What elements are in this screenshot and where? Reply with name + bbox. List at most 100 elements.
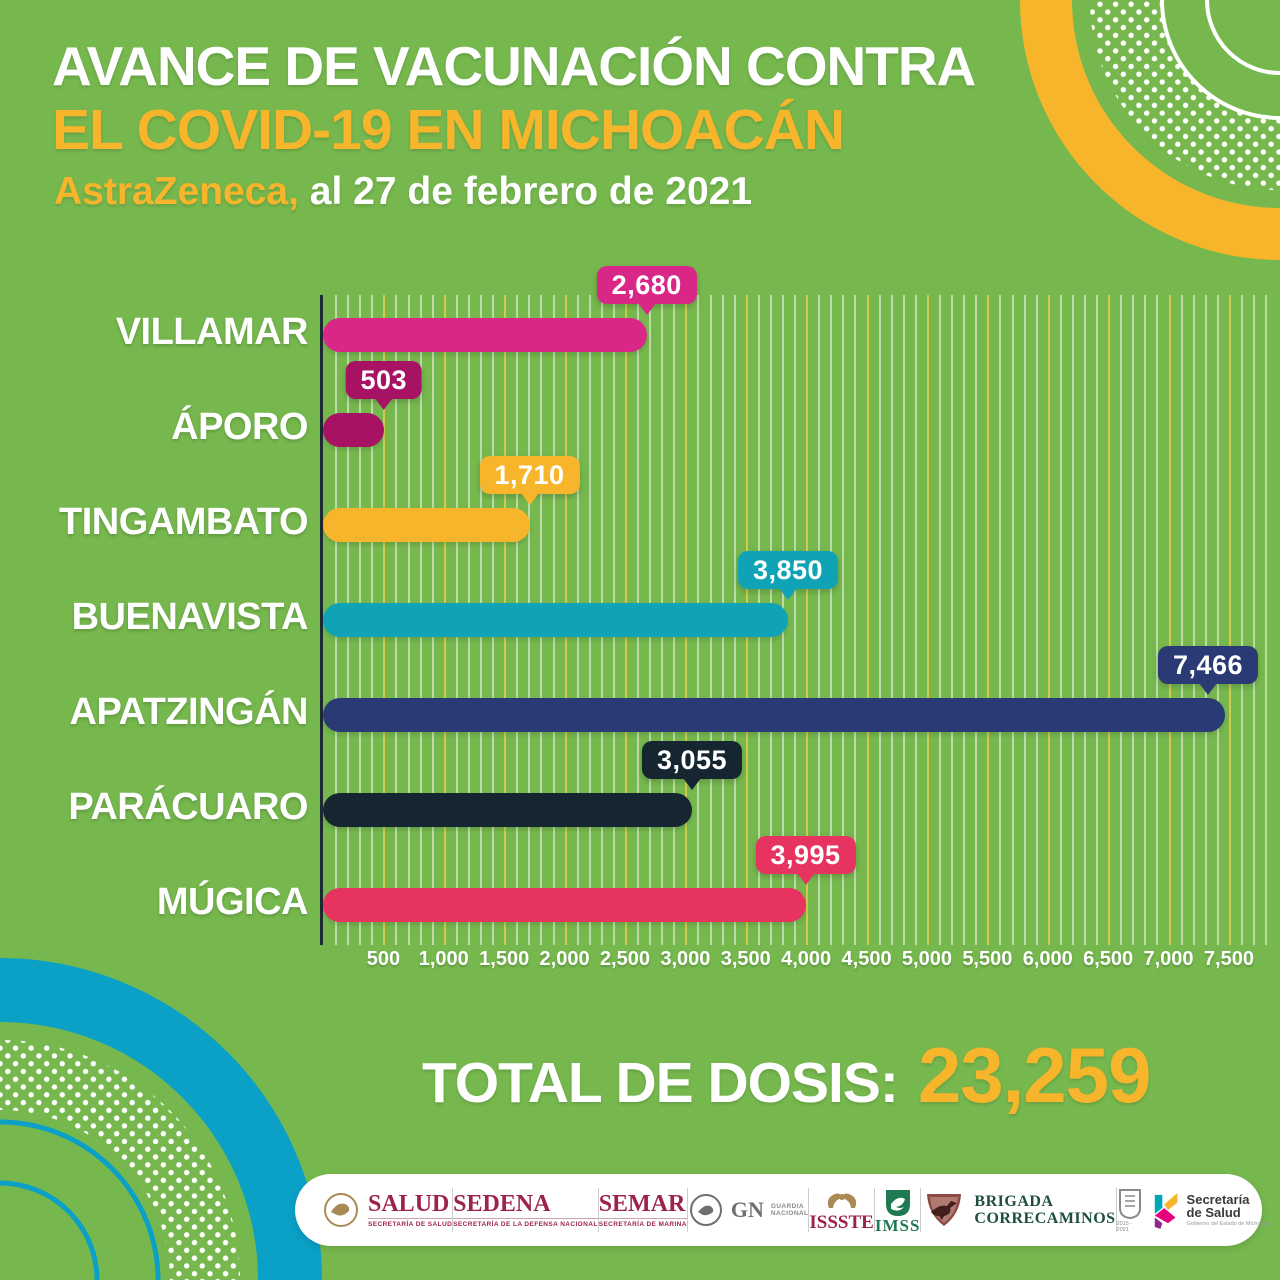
gridline-minor (1265, 295, 1268, 945)
gridline-major (1168, 295, 1171, 945)
value-bubble-múgica: 3,995 (755, 836, 856, 885)
thin-circle-icon (0, 1180, 100, 1280)
gridline-minor (854, 295, 857, 945)
institution-logos-bar: SALUD SECRETARÍA DE SALUD SEDENA SECRETA… (295, 1174, 1272, 1246)
gridline-minor (890, 295, 893, 945)
thin-circle-icon (1205, 0, 1280, 75)
dotted-ring-icon (0, 1040, 240, 1280)
brigada-wordmark-line1: BRIGADA (974, 1193, 1054, 1210)
logo-salud: SALUD SECRETARÍA DE SALUD (321, 1190, 453, 1230)
logo-separator (597, 1188, 599, 1232)
ssm-subtitle: Gobierno del Estado de Michoacán (1186, 1221, 1273, 1227)
brigada-wordmark-line2: CORRECAMINOS (974, 1210, 1116, 1227)
gridline-minor (1096, 295, 1099, 945)
corner-arcs-decoration-bottom-left (0, 958, 322, 1280)
category-label-buenavista: BUENAVISTA (71, 596, 309, 638)
gridline-minor (999, 295, 1002, 945)
gridline-minor (975, 295, 978, 945)
gridline-minor (1156, 295, 1159, 945)
bubble-tail-icon (637, 303, 656, 315)
semar-wordmark: SEMAR (598, 1191, 686, 1217)
gridline-minor (914, 295, 917, 945)
bubble-tail-icon (683, 778, 702, 790)
ssm-wordmark-line2: de Salud (1186, 1205, 1241, 1220)
bubble-tail-icon (779, 588, 798, 600)
salud-wordmark: SALUD (368, 1191, 450, 1217)
x-tick-5500: 5,500 (962, 948, 1013, 970)
bubble-tail-icon (520, 493, 539, 505)
category-label-parácuaro: PARÁCUARO (68, 786, 308, 828)
gridline-minor (963, 295, 966, 945)
bubble-tail-icon (796, 873, 815, 885)
gridline-major (926, 295, 929, 945)
gridline-minor (951, 295, 954, 945)
bubble-tail-icon (1198, 683, 1217, 695)
gridline-minor (1023, 295, 1026, 945)
logo-separator (452, 1188, 454, 1232)
x-tick-2000: 2,000 (539, 948, 590, 970)
value-bubble-parácuaro: 3,055 (641, 741, 743, 790)
gridline-minor (1180, 295, 1183, 945)
category-label-áporo: ÁPORO (171, 406, 308, 448)
gn-subtitle-line1: GUARDIA (770, 1203, 805, 1210)
ssm-years: 2015 - 2021 (1116, 1220, 1133, 1233)
gridline-minor (1120, 295, 1123, 945)
category-label-villamar: VILLAMAR (115, 311, 309, 353)
y-axis-line (320, 295, 323, 945)
gridline-minor (794, 295, 797, 945)
logo-sedena: SEDENA SECRETARÍA DE LA DEFENSA NACIONAL (453, 1192, 598, 1228)
gridline-minor (1192, 295, 1195, 945)
bar-parácuaro (323, 793, 692, 827)
gridline-major (1228, 295, 1231, 945)
category-label-tingambato: TINGAMBATO (58, 501, 309, 543)
logo-separator (920, 1188, 922, 1232)
salud-eagle-crest-icon (324, 1193, 358, 1227)
gridline-minor (939, 295, 942, 945)
gridline-minor (1216, 295, 1219, 945)
michoacan-crest-icon (1119, 1188, 1142, 1219)
gridline-minor (1204, 295, 1207, 945)
total-doses-label: TOTAL DE DOSIS: (422, 1051, 899, 1115)
logo-secretaria-salud-michoacan: 2015 - 2021 Secretaría de Salud Gobierno… (1116, 1188, 1273, 1233)
ssm-wordmark-line1: Secretaría (1186, 1192, 1250, 1207)
subtitle-brand: AstraZeneca, (54, 170, 299, 213)
gridline-minor (818, 295, 821, 945)
x-tick-4000: 4,000 (781, 948, 832, 970)
gridline-minor (1071, 295, 1074, 945)
page-title-line2: EL COVID-19 EN MICHOACÁN (52, 98, 845, 162)
logo-brigada-correcaminos: BRIGADA CORRECAMINOS (921, 1190, 1115, 1230)
logo-separator (873, 1188, 875, 1232)
category-label-múgica: MÚGICA (156, 881, 309, 923)
imss-wordmark: IMSS (874, 1215, 921, 1235)
total-doses: TOTAL DE DOSIS: 23,259 (422, 1030, 1151, 1121)
value-bubble-tingambato: 1,710 (479, 456, 580, 505)
gridline-minor (1011, 295, 1014, 945)
x-tick-1500: 1,500 (479, 948, 530, 970)
value-bubble-villamar: 2,680 (596, 266, 697, 315)
value-bubble-buenavista: 3,850 (737, 551, 839, 600)
x-tick-5000: 5,000 (901, 948, 952, 970)
logo-imss: IMSS (874, 1188, 921, 1235)
corner-arcs-decoration-top-right (1020, 0, 1280, 260)
teal-ring-icon (0, 958, 322, 1280)
gridline-major (866, 295, 869, 945)
bar-múgica (323, 888, 806, 922)
value-bubble-áporo: 503 (345, 361, 423, 410)
thin-circle-icon (1160, 0, 1280, 120)
x-tick-6500: 6,500 (1083, 948, 1134, 970)
bar-apatzingán (323, 698, 1225, 732)
gridline-minor (1083, 295, 1086, 945)
bubble-tail-icon (374, 398, 393, 410)
logo-semar: SEMAR SECRETARÍA DE MARINA (598, 1191, 687, 1228)
salud-subtitle: SECRETARÍA DE SALUD (368, 1218, 453, 1228)
yellow-ring-icon (1020, 0, 1280, 260)
x-tick-7500: 7,500 (1203, 948, 1254, 970)
gridline-minor (878, 295, 881, 945)
x-tick-4500: 4,500 (841, 948, 892, 970)
gn-wordmark: GN (730, 1197, 764, 1222)
imss-eagle-icon (885, 1189, 910, 1216)
bar-villamar (323, 318, 647, 352)
gn-eagle-circle-icon (689, 1194, 722, 1226)
gridline-major (987, 295, 990, 945)
